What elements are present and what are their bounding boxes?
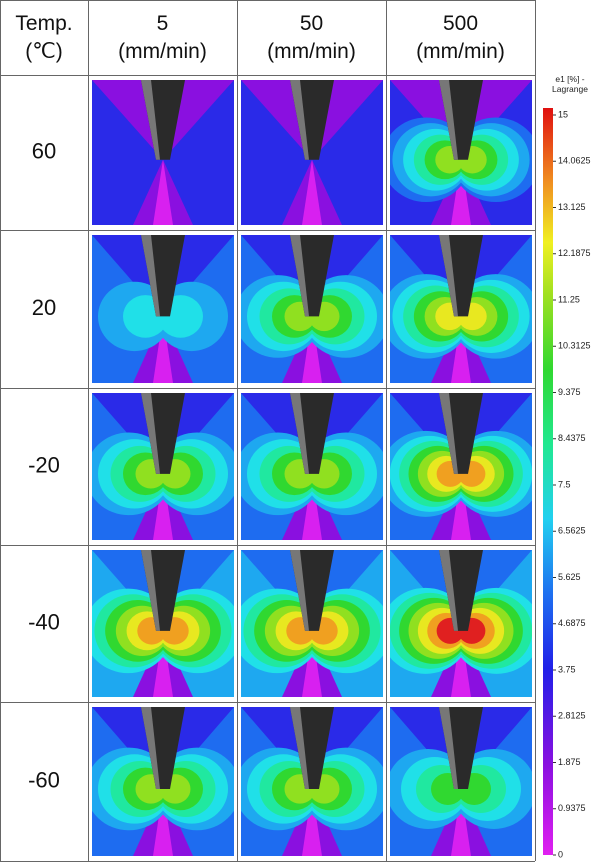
strain-map [92,393,234,540]
colorbar-label: 11.25 [558,294,580,304]
column-header: (mm/min) [267,40,356,63]
colorbar-label: 6.5625 [558,526,586,536]
colorbar-label: 1.875 [558,757,581,767]
strain-map [241,235,383,383]
contour [302,473,322,540]
specimen-edge [439,707,458,789]
row-label: 60 [32,138,56,163]
strain-map [390,550,532,697]
contour [153,788,173,856]
specimen-edge [141,707,160,789]
colorbar-title: Lagrange [552,84,588,94]
colorbar [543,108,553,855]
strain-map [92,550,234,697]
contour [451,159,471,225]
contour [451,788,471,856]
strain-map [390,393,532,540]
row-label: -60 [28,767,60,792]
corner-header: (℃) [25,40,63,63]
contour [153,159,173,225]
colorbar-label: 15 [558,109,568,119]
specimen-edge [439,393,458,474]
row-label: 20 [32,295,56,320]
specimen-edge [290,707,309,789]
strain-map [241,707,383,856]
colorbar-label: 12.1875 [558,248,591,258]
colorbar-label: 5.625 [558,572,581,582]
contour [153,473,173,540]
specimen-edge [439,235,458,317]
strain-map [241,80,383,225]
colorbar-title: e1 [%] - [555,74,584,84]
colorbar-label: 14.0625 [558,156,591,166]
strain-map [92,80,234,225]
colorbar-label: 4.6875 [558,618,586,628]
colorbar-label: 0 [558,849,563,859]
column-header: (mm/min) [416,40,505,63]
specimen-edge [290,80,309,160]
contour [451,473,471,540]
column-header: (mm/min) [118,40,207,63]
strain-map [390,80,532,225]
colorbar-label: 3.75 [558,664,576,674]
contour [302,159,322,225]
contour [451,316,471,383]
specimen-edge [439,550,458,631]
specimen-edge [141,550,160,631]
colorbar-label: 2.8125 [558,711,586,721]
column-header: 50 [300,12,323,35]
contour [302,788,322,856]
corner-header: Temp. [15,12,72,35]
strain-map [390,707,532,856]
specimen-edge [290,550,309,631]
cells [92,80,532,856]
contour [302,316,322,383]
contour [153,316,173,383]
colorbar-label: 0.9375 [558,803,586,813]
strain-map [241,550,383,697]
colorbar-label: 7.5 [558,479,571,489]
row-label: -20 [28,452,60,477]
contour [451,630,471,697]
strain-map [92,235,234,383]
contour [153,630,173,697]
specimen-edge [439,80,458,160]
specimen-edge [141,393,160,474]
column-header: 500 [443,12,478,35]
row-label: -40 [28,609,60,634]
colorbar-label: 8.4375 [558,433,586,443]
colorbar-label: 9.375 [558,387,581,397]
contour [302,630,322,697]
colorbar-label: 10.3125 [558,341,591,351]
column-header: 5 [157,12,169,35]
specimen-edge [290,393,309,474]
specimen-edge [290,235,309,317]
strain-map [241,393,383,540]
colorbar-label: 13.125 [558,202,586,212]
strain-map [92,707,234,856]
strain-map [390,235,532,383]
specimen-edge [141,235,160,317]
specimen-edge [141,80,160,160]
